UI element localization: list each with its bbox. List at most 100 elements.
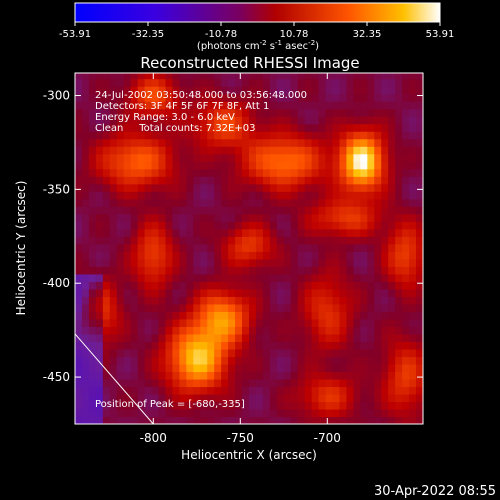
heatmap-cell [242,108,250,117]
heatmap-cell [395,73,403,80]
heatmap-cell [304,416,313,424]
heatmap-cell [325,408,334,418]
heatmap-cell [130,266,139,275]
heatmap-cell [102,296,111,305]
heatmap-cell [395,378,403,388]
heatmap-cell [262,296,271,305]
heatmap-cell [325,251,334,260]
heatmap-cell [381,401,389,410]
heatmap-cell [193,356,201,365]
heatmap-cell [269,266,278,275]
heatmap-cell [255,243,264,252]
heatmap-cell [179,363,187,373]
heatmap-cell [81,296,90,305]
heatmap-cell [276,341,285,350]
heatmap-cell [346,198,354,207]
x-tick-label: -750 [227,431,254,445]
heatmap-cell [269,243,278,252]
heatmap-cell [242,348,250,358]
heatmap-cell [186,251,194,260]
heatmap-cell [235,176,243,185]
heatmap-cell [388,326,396,335]
heatmap-cell [388,378,396,388]
heatmap-cell [214,93,222,102]
heatmap-cell [318,341,327,350]
heatmap-cell [186,123,194,132]
heatmap-cell [214,86,222,95]
heatmap-cell [249,333,257,343]
heatmap-cell [165,206,174,215]
heatmap-cell [409,228,417,237]
heatmap-cell [137,333,146,343]
heatmap-cell [95,73,104,80]
heatmap-cell [123,161,132,170]
heatmap-cell [221,393,229,403]
heatmap-cell [360,401,368,410]
heatmap-cell [102,78,111,87]
heatmap-cell [353,146,361,155]
heatmap-cell [290,73,299,80]
y-tick-label: -450 [43,370,70,384]
heatmap-cell [269,318,278,327]
heatmap-cell [395,146,403,155]
heatmap-cell [123,131,132,140]
heatmap-cell [353,393,361,403]
heatmap-cell [242,401,250,410]
heatmap-cell [255,408,264,418]
heatmap-cell [137,393,146,403]
heatmap-cell [165,236,174,245]
heatmap-cell [255,273,264,282]
heatmap-cell [151,146,160,155]
heatmap-cell [255,183,264,192]
annotation-detectors: Detectors: 3F 4F 5F 6F 7F 8F, Att 1 [95,101,269,112]
heatmap-cell [200,176,208,185]
heatmap-cell [165,341,174,350]
heatmap-cell [325,131,334,140]
heatmap-cell [228,108,236,117]
heatmap-cell [381,371,389,380]
heatmap-cell [346,341,354,350]
heatmap-cell [221,378,229,388]
heatmap-cell [95,221,104,230]
heatmap-cell [318,401,327,410]
heatmap-cell [346,258,354,267]
heatmap-cell [144,251,153,260]
heatmap-cell [186,228,194,237]
heatmap-cell [95,386,104,395]
heatmap-cell [374,153,382,162]
heatmap-cell [269,101,278,110]
heatmap-cell [318,348,327,358]
heatmap-cell [75,296,83,305]
heatmap-cell [353,93,361,102]
heatmap-cell [179,393,187,403]
heatmap-cell [276,168,285,177]
heatmap-cell [186,416,194,424]
heatmap-cell [151,73,160,80]
heatmap-cell [346,416,354,424]
heatmap-cell [137,206,146,215]
heatmap-cell [235,146,243,155]
heatmap-cell [290,183,299,192]
heatmap-cell [179,198,187,207]
heatmap-cell [367,311,375,320]
heatmap-cell [395,228,403,237]
heatmap-cell [311,213,320,222]
heatmap-cell [130,206,139,215]
heatmap-cell [388,348,396,358]
heatmap-cell [88,108,97,117]
heatmap-cell [339,146,348,155]
heatmap-cell [123,416,132,424]
heatmap-cell [144,198,153,207]
heatmap-cell [353,176,361,185]
heatmap-cell [144,371,153,380]
heatmap-cell [193,161,201,170]
heatmap-cell [158,371,167,380]
heatmap-cell [109,303,118,312]
heatmap-cell [262,183,271,192]
heatmap-cell [186,393,194,403]
heatmap-cell [109,318,118,327]
heatmap-cell [88,101,97,110]
heatmap-cell [255,378,264,388]
colorbar-tick-label: -32.35 [132,29,164,40]
heatmap-cell [325,371,334,380]
